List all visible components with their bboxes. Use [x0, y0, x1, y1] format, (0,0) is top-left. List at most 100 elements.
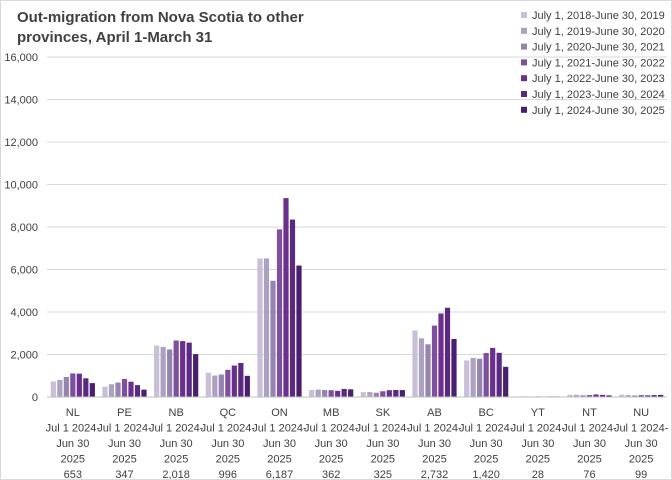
bar [160, 346, 166, 397]
category-sublabel: Jun 30 [625, 438, 658, 450]
legend-swatch [521, 12, 527, 18]
category-sublabel: 2025 [422, 454, 446, 466]
category-label: ON [271, 407, 288, 419]
bar [393, 389, 399, 397]
legend-swatch [521, 43, 527, 50]
bar [315, 389, 321, 397]
category-sublabel: Jul 1 2024- [46, 423, 101, 435]
category-value-label: 362 [322, 469, 340, 479]
y-tick-label: 6,000 [10, 265, 38, 277]
category-sublabel: Jul 1 2024- [459, 423, 514, 435]
bar [503, 366, 509, 397]
legend-swatch [521, 75, 527, 82]
category-label: PE [117, 407, 132, 419]
bar [477, 358, 483, 397]
category-sublabel: 2025 [474, 454, 498, 466]
bar [128, 381, 134, 397]
category-label: YT [531, 407, 545, 419]
bar [141, 389, 147, 397]
category-sublabel: 2025 [526, 454, 550, 466]
category-label: NL [66, 407, 80, 419]
bar [418, 338, 425, 397]
bar [173, 340, 179, 397]
bar [625, 395, 631, 397]
bar [580, 395, 586, 397]
category-sublabel: Jul 1 2024- [201, 423, 256, 435]
category-sublabel: Jul 1 2024- [252, 423, 307, 435]
category-value-label: 2,732 [421, 469, 449, 479]
category-sublabel: 2025 [319, 454, 343, 466]
bar [373, 392, 379, 397]
legend-label: July 1, 2023-June 30, 2024 [532, 89, 665, 101]
bar [658, 394, 664, 397]
bar [212, 375, 218, 397]
category-value-label: 347 [115, 469, 133, 479]
bar [102, 386, 108, 397]
legend-label: July 1, 2024-June 30, 2025 [532, 105, 665, 117]
bar [335, 390, 341, 397]
bar [464, 360, 470, 397]
category-sublabel: Jul 1 2024- [614, 423, 669, 435]
category-sublabel: 2025 [112, 454, 136, 466]
bar [50, 381, 56, 397]
bar [341, 388, 347, 397]
bar [205, 372, 211, 397]
category-sublabel: Jul 1 2024- [511, 423, 566, 435]
category-sublabel: Jun 30 [521, 438, 554, 450]
bar [431, 325, 438, 397]
bar [134, 385, 141, 397]
category-sublabel: Jul 1 2024- [562, 423, 617, 435]
category-sublabel: Jun 30 [263, 438, 296, 450]
bar [619, 394, 625, 397]
bar [606, 395, 612, 397]
category-sublabel: Jun 30 [211, 438, 244, 450]
category-value-label: 76 [583, 469, 595, 479]
bar [444, 307, 451, 397]
bar [180, 341, 186, 397]
bar [438, 313, 444, 397]
y-tick-label: 2,000 [10, 350, 38, 362]
bar [638, 395, 644, 397]
legend: July 1, 2018-June 30, 2019 July 1, 2019-J… [521, 10, 665, 117]
category-sublabel: 2025 [629, 454, 653, 466]
category-value-label: 996 [219, 469, 237, 479]
category-value-label: 6,187 [266, 469, 294, 479]
bar [651, 395, 657, 397]
bar [108, 384, 115, 397]
bar [425, 344, 431, 397]
bar [167, 349, 173, 397]
bar [322, 389, 328, 397]
y-tick-label: 4,000 [10, 307, 38, 319]
y-tick-label: 10,000 [4, 180, 38, 192]
category-sublabel: 2025 [371, 454, 395, 466]
category-label: NB [169, 407, 184, 419]
bar [289, 219, 296, 397]
bar [193, 354, 199, 397]
legend-swatch [521, 106, 527, 113]
bar [231, 365, 237, 397]
category-label: NU [633, 407, 649, 419]
category-value-label: 1,420 [472, 469, 500, 479]
bar [263, 258, 270, 397]
bar [76, 373, 82, 398]
chart-title-line-2: provinces, April 1-March 31 [17, 29, 212, 46]
bar [186, 342, 192, 397]
bar [632, 395, 638, 397]
category-sublabel: 2025 [216, 454, 240, 466]
bar [451, 338, 457, 397]
bar [270, 280, 276, 397]
category-sublabel: 2025 [267, 454, 291, 466]
gridlines [47, 56, 667, 355]
bar [567, 394, 573, 397]
legend-swatch [521, 27, 527, 34]
bar [412, 330, 418, 397]
category-sublabel: Jun 30 [573, 438, 606, 450]
bar [57, 380, 63, 397]
y-tick-label: 14,000 [4, 95, 38, 107]
category-sublabel: 2025 [164, 454, 188, 466]
category-sublabel: 2025 [61, 454, 85, 466]
bar [573, 394, 580, 398]
category-value-label: 99 [635, 469, 647, 479]
